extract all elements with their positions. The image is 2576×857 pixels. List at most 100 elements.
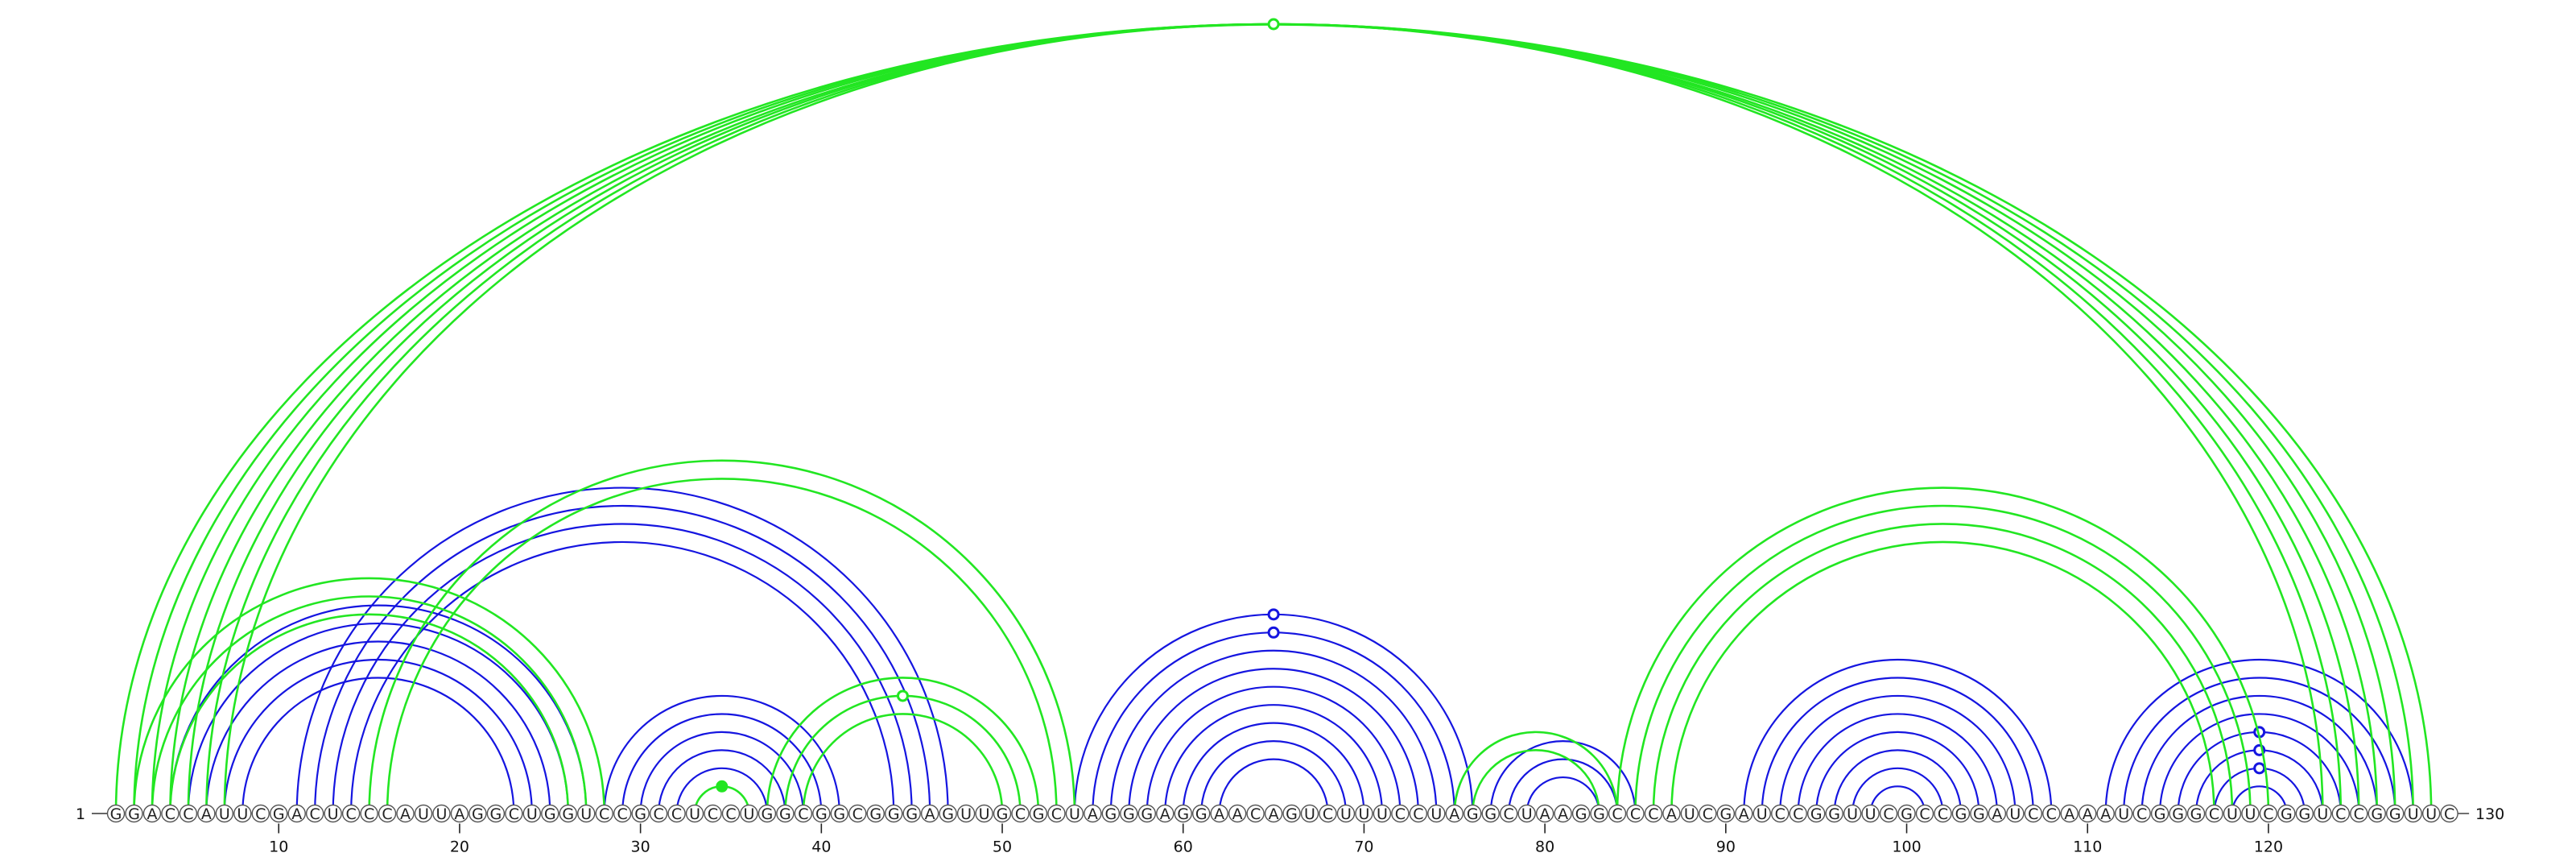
nucleotide: G	[2277, 804, 2296, 823]
nucleotide-circle	[360, 804, 378, 823]
nucleotide: U	[1680, 804, 1699, 823]
nucleotide-circle	[1825, 804, 1843, 823]
nucleotide-circle	[1084, 804, 1102, 823]
nucleotide: C	[305, 804, 324, 823]
nucleotide-letter: G	[2371, 805, 2383, 823]
nucleotide: U	[1336, 804, 1356, 823]
nucleotide-circle	[1047, 804, 1066, 823]
nucleotide-circle	[1915, 804, 1934, 823]
nucleotide-letter: C	[725, 805, 736, 823]
nucleotide: U	[2421, 804, 2441, 823]
nucleotide: C	[1644, 804, 1663, 823]
nucleotide-letter: U	[1521, 805, 1533, 823]
nucleotide-letter: U	[1358, 805, 1369, 823]
nucleotide: G	[2186, 804, 2206, 823]
nucleotide-circle	[1191, 804, 1211, 823]
base-pair-arc	[314, 504, 931, 814]
base-pair-arc	[1852, 767, 1944, 814]
base-pair-arc	[205, 640, 551, 814]
nucleotide-letter: G	[1973, 805, 1985, 823]
axis-tick-label: 10	[269, 838, 288, 856]
nucleotide-circle	[1879, 804, 1898, 823]
nucleotide: G	[1481, 804, 1500, 823]
nucleotide: G	[1029, 804, 1048, 823]
nucleotide: A	[1535, 804, 1554, 823]
base-pair-arc	[151, 23, 2396, 814]
nucleotide: C	[341, 804, 361, 823]
nucleotide: G	[1951, 804, 1971, 823]
nucleotide-circle	[1137, 804, 1156, 823]
nucleotide-circle	[2386, 804, 2405, 823]
nucleotide: A	[1445, 804, 1463, 823]
nucleotide: U	[975, 804, 993, 823]
base-pair-arc	[1743, 658, 2053, 814]
nucleotide-letter: C	[1250, 805, 1261, 823]
nucleotide-circle	[975, 804, 993, 823]
nucleotide: C	[251, 804, 270, 823]
nucleotide-letter: G	[2172, 805, 2184, 823]
nucleotide: C	[2042, 804, 2061, 823]
base-pair-arc	[169, 613, 570, 814]
nucleotide-circle	[2368, 804, 2386, 823]
nucleotide: U	[577, 804, 596, 823]
nucleotide-letter: U	[2118, 805, 2129, 823]
nucleotide-letter: G	[2281, 805, 2293, 823]
nucleotide: C	[1391, 804, 1410, 823]
nucleotide: G	[2150, 804, 2169, 823]
nucleotide-circle	[414, 804, 433, 823]
nucleotide-letter: A	[147, 805, 157, 823]
nucleotide-circle	[595, 804, 613, 823]
nucleotide: C	[1771, 804, 1790, 823]
nucleotide: U	[685, 804, 704, 823]
nucleotide-letter: C	[2046, 805, 2057, 823]
nucleotide-circle	[1644, 804, 1663, 823]
base-pair-arc	[1869, 785, 1926, 814]
nucleotide: G	[776, 804, 795, 823]
nucleotide-letter: U	[1340, 805, 1352, 823]
nucleotide-circle	[956, 804, 976, 823]
nucleotide-circle	[324, 804, 342, 823]
nucleotide-letter: G	[472, 805, 484, 823]
nucleotide-letter: G	[1719, 805, 1732, 823]
nucleotide-circle	[251, 804, 270, 823]
axis-tick-label: 20	[450, 838, 469, 856]
nucleotide-letter: G	[2154, 805, 2166, 823]
nucleotide-circle	[2259, 804, 2278, 823]
axis-tick-label: 80	[1535, 838, 1554, 856]
nucleotide-circle	[1029, 804, 1048, 823]
nucleotide-letter: C	[708, 805, 718, 823]
nucleotide: U	[522, 804, 542, 823]
axis-tick-label: 60	[1174, 838, 1193, 856]
nucleotide-letter: G	[562, 805, 574, 823]
nucleotide-circle	[1517, 804, 1536, 823]
nucleotide-letter: C	[509, 805, 519, 823]
nucleotide: G	[125, 804, 143, 823]
axis-tick-label: 110	[2073, 838, 2102, 856]
nucleotide-circle	[1699, 804, 1717, 823]
nucleotide-circle	[1246, 804, 1265, 823]
nucleotide-circle	[1065, 804, 1084, 823]
nucleotide-letter: U	[1430, 805, 1442, 823]
nucleotide-circle	[541, 804, 559, 823]
nucleotide-circle	[685, 804, 704, 823]
nucleotide: C	[2024, 804, 2043, 823]
nucleotide-circle	[939, 804, 957, 823]
nucleotide: A	[1988, 804, 2007, 823]
nucleotide-circle	[1011, 804, 1030, 823]
nucleotide-letter: G	[110, 805, 122, 823]
nucleotide-circle	[142, 804, 162, 823]
nucleotide-circle	[721, 804, 741, 823]
nucleotide: C	[613, 804, 632, 823]
base-pair-arc	[1797, 713, 1998, 814]
nucleotide-letter: C	[183, 805, 193, 823]
nucleotide-circle	[2114, 804, 2133, 823]
base-pair-arc	[2123, 677, 2396, 814]
nucleotide-letter: U	[1304, 805, 1315, 823]
nucleotide-letter: G	[1177, 805, 1189, 823]
nucleotide: C	[378, 804, 397, 823]
nucleotide: C	[1626, 804, 1645, 823]
arc-marker	[2253, 762, 2266, 775]
nucleotide-letter: U	[418, 805, 429, 823]
nucleotide: A	[920, 804, 939, 823]
